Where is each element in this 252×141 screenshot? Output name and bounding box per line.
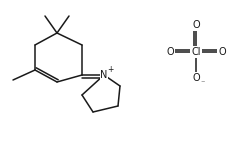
Text: Cl: Cl: [191, 47, 201, 57]
Text: O: O: [166, 47, 174, 57]
Text: ⁻: ⁻: [201, 79, 205, 88]
Text: O: O: [192, 20, 200, 30]
Text: O: O: [218, 47, 226, 57]
Text: N: N: [100, 70, 108, 80]
Text: O: O: [192, 73, 200, 83]
Text: +: +: [107, 66, 113, 74]
